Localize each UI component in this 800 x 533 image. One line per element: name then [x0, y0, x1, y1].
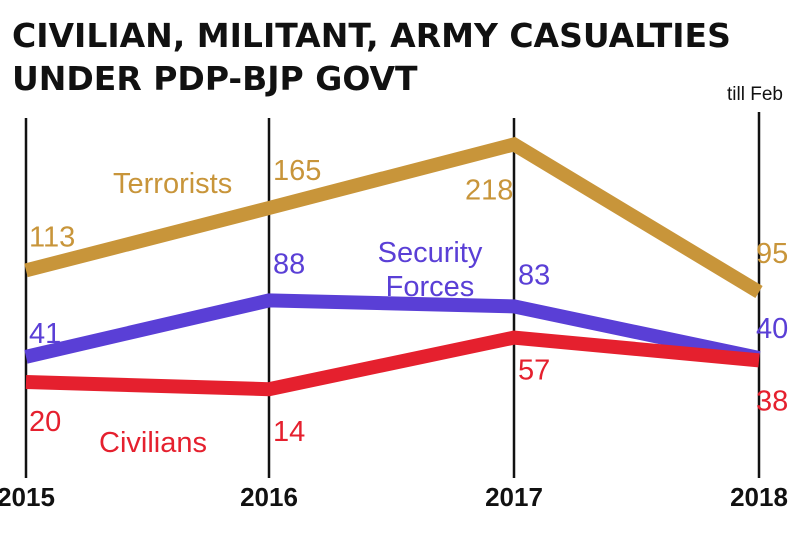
value-label: 14: [273, 416, 305, 448]
series-line-terrorists: [24, 136, 763, 298]
year-label: 2018: [730, 482, 788, 512]
value-label: 38: [756, 385, 788, 417]
year-labels: 2015 2016 2017 2018: [0, 482, 788, 512]
value-label: 165: [273, 155, 321, 187]
value-label: 20: [29, 406, 61, 438]
value-label: 57: [518, 355, 550, 387]
till-feb-note: till Feb: [727, 84, 783, 105]
year-label: 2016: [240, 482, 298, 512]
series-label: Civilians: [99, 427, 207, 459]
value-label: 218: [465, 174, 513, 206]
value-label: 88: [273, 248, 305, 280]
series-label: Security: [378, 237, 483, 269]
value-label: 113: [29, 221, 75, 253]
value-label: 83: [518, 259, 550, 291]
series-label: Forces: [386, 271, 475, 303]
year-label: 2017: [485, 482, 543, 512]
series-line-civilians: [25, 330, 760, 397]
value-label: 40: [756, 313, 788, 345]
series-label: Terrorists: [113, 168, 232, 200]
chart-title-line-2: UNDER PDP-BJP GOVT: [12, 59, 418, 98]
value-labels: 113 165 218 95 41 88 83 40 20 14 57 38: [29, 155, 788, 448]
series-lines: [24, 136, 763, 397]
value-label: 41: [29, 318, 61, 350]
year-label: 2015: [0, 482, 55, 512]
series-line-security-forces: [24, 293, 761, 365]
chart-title-line-1: CIVILIAN, MILITANT, ARMY CASUALTIES: [12, 16, 731, 55]
year-gridlines: [24, 112, 761, 478]
value-label: 95: [756, 238, 788, 270]
